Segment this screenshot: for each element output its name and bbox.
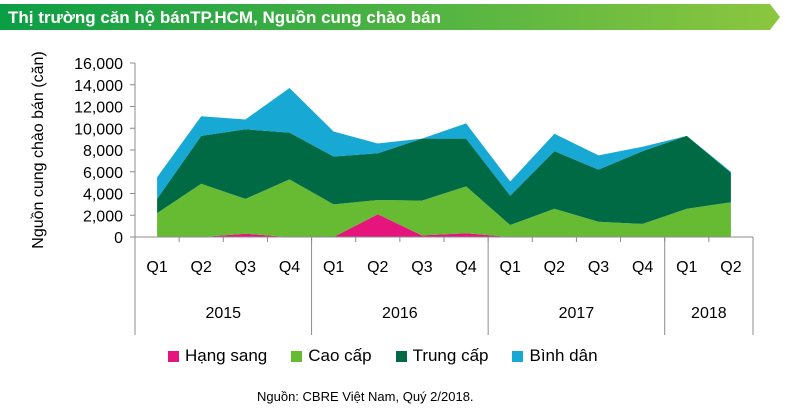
y-tick-label: 2,000: [83, 208, 123, 225]
legend-item: Hạng sang: [168, 346, 267, 366]
x-group-label: 2017: [559, 305, 595, 322]
area-trung-cap: [157, 129, 731, 225]
x-tick-label: Q1: [323, 259, 344, 276]
y-tick-label: 14,000: [74, 78, 123, 95]
y-tick-label: 4,000: [83, 187, 123, 204]
y-tick-label: 6,000: [83, 165, 123, 182]
legend-swatch: [395, 350, 407, 362]
stacked-area-chart: 0 2,000 4,000 6,000 8,000 10,000 12,000 14,000 1…: [30, 51, 754, 335]
chart-legend: Hạng sang Cao cấp Trung cấp Bình dân: [168, 346, 598, 366]
legend-label: Cao cấp: [308, 346, 372, 365]
legend-item: Cao cấp: [291, 346, 372, 366]
area-cao-cap: [157, 179, 731, 237]
y-tick-label: 0: [114, 230, 123, 247]
y-axis-title: Nguồn cung chào bán (căn): [30, 51, 47, 248]
x-tick-label: Q3: [588, 259, 609, 276]
source-note: Nguồn: CBRE Việt Nam, Quý 2/2018.: [257, 389, 474, 404]
legend-label: Bình dân: [529, 346, 598, 365]
x-tick-label: Q2: [191, 259, 212, 276]
title-banner: [0, 4, 780, 30]
x-group-label: 2018: [691, 305, 727, 322]
area-binh-dan: [157, 88, 731, 199]
legend-label: Hạng sang: [185, 346, 268, 365]
x-tick-label: Q4: [632, 259, 653, 276]
x-tick-label: Q1: [676, 259, 697, 276]
y-tick-label: 16,000: [74, 56, 123, 73]
x-tick-label: Q2: [720, 259, 741, 276]
legend-label: Trung cấp: [412, 346, 489, 365]
legend-item: Trung cấp: [395, 346, 489, 366]
x-tick-label: Q4: [455, 259, 476, 276]
x-group-label: 2016: [382, 305, 418, 322]
y-tick-label: 12,000: [74, 100, 123, 117]
legend-swatch: [168, 350, 179, 362]
y-tick-label: 8,000: [83, 143, 123, 160]
chart-title: Thị trường căn hộ bánTP.HCM, Nguồn cung …: [8, 8, 442, 27]
x-tick-label: Q2: [544, 259, 565, 276]
x-tick-label: Q1: [146, 259, 167, 276]
y-tick-label: 10,000: [74, 121, 123, 138]
x-group-label: 2015: [205, 305, 241, 322]
x-tick-label: Q3: [411, 259, 432, 276]
x-tick-label: Q2: [367, 259, 388, 276]
x-tick-label: Q1: [500, 259, 521, 276]
title-banner-shape: [0, 4, 780, 30]
x-tick-label: Q3: [235, 259, 256, 276]
legend-item: Bình dân: [512, 346, 598, 366]
legend-swatch: [291, 350, 303, 362]
x-tick-label: Q4: [279, 259, 300, 276]
legend-swatch: [512, 350, 524, 362]
